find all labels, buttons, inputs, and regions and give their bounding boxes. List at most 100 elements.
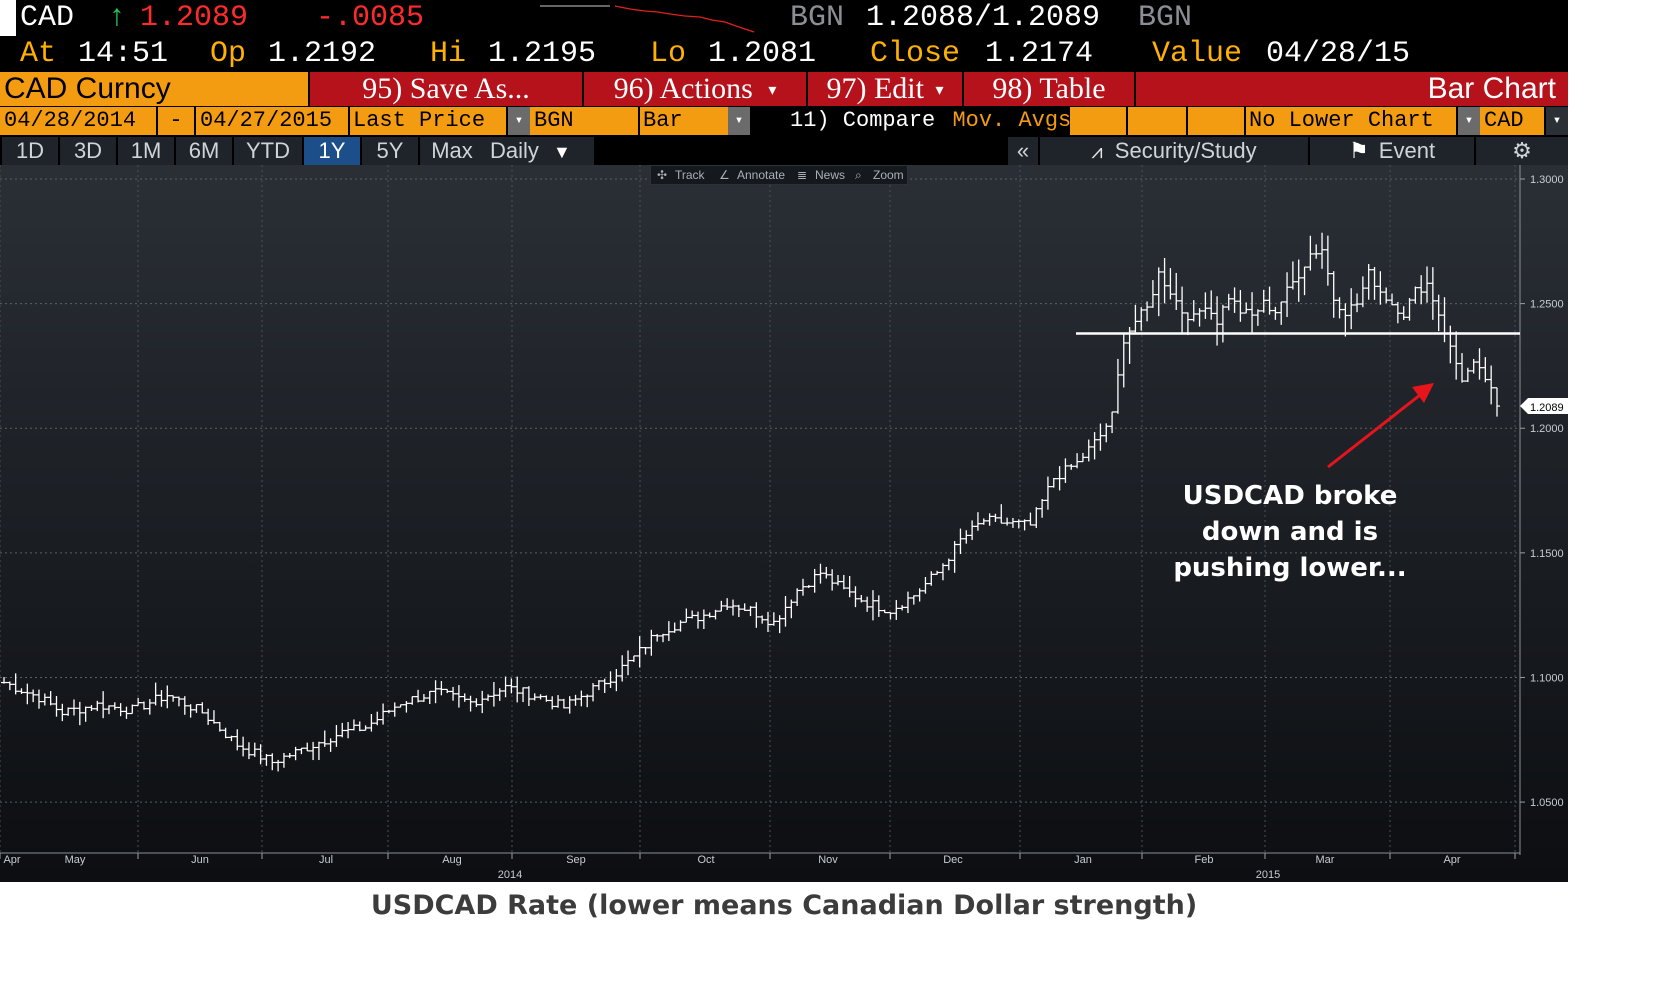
ask-source: BGN	[1138, 1, 1193, 35]
collapse-panel-button[interactable]: «	[1008, 137, 1038, 165]
source-select[interactable]: ▾ BGN	[508, 107, 638, 135]
track-tool[interactable]: Track	[675, 168, 705, 182]
price-bar	[391, 702, 398, 717]
bid-ask: 1.2088/1.2089	[866, 1, 1101, 35]
price-bar	[1319, 232, 1326, 269]
price-bar	[998, 504, 1005, 524]
table-button[interactable]: 98) Table	[964, 72, 1134, 106]
price-bar	[467, 695, 474, 712]
price-bar	[1103, 423, 1110, 443]
price-bar	[1004, 517, 1011, 526]
security-field[interactable]: CAD Curncy	[0, 72, 308, 106]
period-button-max[interactable]: Max	[420, 137, 484, 165]
price-bar	[520, 687, 527, 703]
price-bar	[1400, 306, 1407, 320]
price-bar	[1383, 287, 1390, 304]
price-bar	[1249, 292, 1256, 335]
price-bar	[1056, 466, 1063, 491]
price-bar	[257, 744, 264, 765]
price-bar	[1161, 257, 1168, 304]
price-bar	[951, 541, 958, 573]
edit-button[interactable]: 97) Edit ▾	[808, 72, 962, 106]
price-bar	[117, 703, 124, 717]
quote-line: CAD ↑ 1.2089 -.0085 BGN 1.2088/1.2089 BG…	[0, 0, 1568, 36]
price-bar	[450, 686, 457, 701]
price-bar	[1482, 357, 1489, 383]
price-bar	[782, 595, 789, 627]
price-bar	[1365, 263, 1372, 300]
period-button-3d[interactable]: 3D	[60, 137, 116, 165]
settings-empty-slot-2[interactable]	[1128, 107, 1186, 135]
period-button-5y[interactable]: 5Y	[362, 137, 418, 165]
price-bar	[415, 689, 422, 703]
frequency-dropdown-icon: ▼	[553, 142, 571, 162]
period-button-1d[interactable]: 1D	[2, 137, 58, 165]
price-bar	[1354, 293, 1361, 313]
price-bar	[799, 578, 806, 596]
price-bar	[974, 512, 981, 531]
news-tool[interactable]: News	[815, 168, 846, 182]
price-bar	[1348, 288, 1355, 330]
start-date-field[interactable]: 04/28/2014	[0, 107, 156, 135]
price-bar	[187, 704, 194, 718]
price-bar	[310, 741, 317, 761]
zoom-tool[interactable]: Zoom	[873, 168, 904, 182]
compare-button[interactable]: 11) Compare Mov. Avgs	[752, 107, 1070, 135]
price-bar	[1050, 478, 1057, 488]
price-bar	[549, 696, 556, 710]
price-bar	[105, 705, 112, 715]
price-bar	[123, 706, 130, 719]
field-select[interactable]: Last Price	[350, 107, 506, 135]
currency-select[interactable]: ▾ CAD	[1458, 107, 1544, 135]
price-bar	[642, 647, 649, 655]
price-bar	[1196, 308, 1203, 327]
x-month-label: Sep	[566, 854, 586, 866]
price-bar	[485, 694, 492, 702]
price-chart[interactable]: 1.3000 1.2500 1.2000 1.1500 1.1000 1.0500 Apr M…	[0, 165, 1568, 882]
y-tick-label: 1.2500	[1530, 299, 1564, 311]
price-chart-svg[interactable]: 1.3000 1.2500 1.2000 1.1500 1.1000 1.0500 Apr M…	[0, 165, 1568, 882]
end-date-field[interactable]: 04/27/2015	[196, 107, 348, 135]
chart-tool-strip: ✣ Track ∠ Annotate ≣ News ⌕ Zoom	[650, 165, 908, 185]
period-button-6m[interactable]: 6M	[176, 137, 232, 165]
style-select[interactable]: Bar ▾	[640, 107, 750, 135]
price-bar	[945, 558, 952, 571]
price-bar	[280, 752, 287, 768]
period-button-1m[interactable]: 1M	[118, 137, 174, 165]
price-bar	[135, 697, 142, 707]
price-bar	[1260, 289, 1267, 313]
settings-scroll-button[interactable]: ▾	[1546, 107, 1568, 135]
chart-type-title-bar: Bar Chart	[1136, 72, 1568, 106]
save-as-button[interactable]: 95) Save As...	[310, 72, 582, 106]
news-icon: ≣	[797, 168, 808, 182]
price-bar	[904, 591, 911, 614]
price-bar	[893, 600, 900, 620]
price-bar	[1167, 268, 1174, 300]
actions-button[interactable]: 96) Actions ▾	[584, 72, 806, 106]
lower-chart-select[interactable]: No Lower Chart	[1246, 107, 1456, 135]
price-bar	[1079, 452, 1086, 463]
price-bar	[175, 696, 182, 707]
period-button-1y[interactable]: 1Y	[304, 137, 360, 165]
frequency-select[interactable]: Daily ▼	[482, 137, 594, 165]
price-bar	[508, 678, 515, 694]
price-bar	[625, 650, 632, 676]
price-bar	[980, 518, 987, 525]
settings-empty-slot-1[interactable]	[1070, 107, 1126, 135]
period-button-ytd[interactable]: YTD	[234, 137, 302, 165]
annotate-tool[interactable]: Annotate	[737, 168, 786, 182]
x-month-label: Apr	[3, 854, 20, 866]
security-study-button[interactable]: ⩘ Security/Study	[1040, 137, 1308, 165]
price-bar	[578, 690, 585, 707]
price-bar	[59, 703, 66, 722]
event-label: Event	[1378, 138, 1436, 163]
settings-empty-slot-3[interactable]	[1188, 107, 1244, 135]
price-bar	[47, 691, 54, 706]
price-bar	[438, 681, 445, 696]
annotation-line-1: USDCAD broke	[1182, 481, 1398, 511]
price-bar	[753, 602, 760, 628]
price-bar	[957, 528, 964, 555]
settings-gear-button[interactable]: ⚙	[1476, 137, 1568, 165]
event-button[interactable]: ⚑ Event	[1310, 137, 1474, 165]
price-bar	[572, 694, 579, 706]
